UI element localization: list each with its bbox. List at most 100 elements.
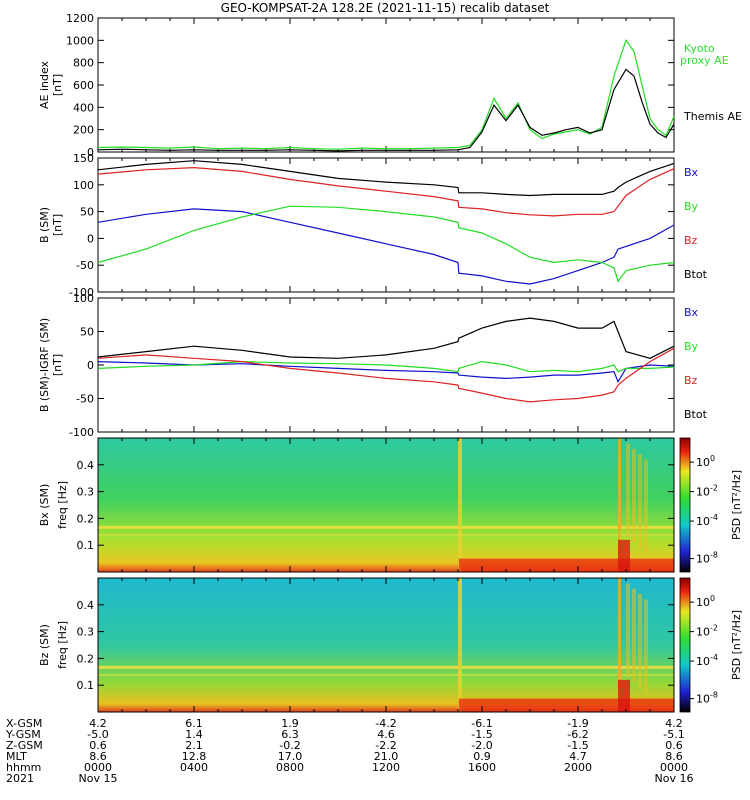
panel-bz-yunit: freq [Hz] [56,621,69,669]
series-btot [97,317,675,359]
panel-bsm-yunit: [nT] [51,214,64,236]
ephem-cell: 8.6 [89,750,107,763]
y-tick-label: 1200 [66,12,94,25]
ephem-cell: Nov 15 [79,772,118,785]
y-tick-label: 0.2 [77,652,95,665]
y-tick-label: 0.3 [77,626,95,639]
panel-ae-yticks: 0 200 400 600 800 1000 1200 [66,12,674,159]
ephem-row-label: MLT [6,750,27,763]
legend-bsm-bz: Bz [684,234,698,247]
panel-ae-yunit: [nT] [51,74,64,96]
series-bz [97,166,675,217]
legend-bsm-bx: Bx [684,166,699,179]
legend-bsm-by: By [684,200,699,213]
y-tick-label: 600 [73,79,94,92]
series-bz [97,347,675,403]
ephem-cell: 1.4 [185,728,203,741]
y-tick-label: 800 [73,57,94,70]
y-tick-label: 0.2 [77,512,95,525]
colorbar-bx-label: PSD [nT²/Hz] [730,470,743,540]
y-tick-label: 0 [87,359,94,372]
y-tick-label: 50 [80,326,94,339]
y-tick-label: 0.4 [77,599,95,612]
spec-wave [632,448,636,543]
ephem-cell: Nov 16 [655,772,694,785]
colorbar-tick-label: 10-4 [696,513,718,528]
panel-bx-spectrogram: 0.10.20.30.4 Bx (SM) freq [Hz] 10010-210… [38,437,743,573]
ephem-cell: 12.8 [182,750,207,763]
spec-band [98,665,674,669]
series-by [97,360,675,373]
spec-band [98,533,674,536]
panel-bx-yunit: freq [Hz] [56,481,69,529]
panel-bigrf-yticks: -100 -50 0 50 100 [69,292,674,439]
ephem-cell: -6.2 [567,728,588,741]
panel-ae-ylabel: AE index [38,60,51,109]
panel-bx-yticks: 0.1 0.2 0.3 0.4 [77,459,674,552]
panel-bz-yticks: 0.1 0.2 0.3 0.4 [77,599,674,692]
spec-wave [638,594,642,688]
panel-bz-xticks [97,578,675,712]
ephem-row-label: Y-GSM [5,728,41,741]
colorbar-tick-label: 10-4 [696,653,718,668]
colorbar-bx [679,437,691,573]
spec-burst [458,438,462,572]
y-tick-label: 200 [73,124,94,137]
y-tick-label: -50 [76,259,94,272]
ephemeris-table: X-GSMY-GSMZ-GSMMLThhmm20214.2-5.00.68.60… [5,717,693,785]
ephem-cell: 4.2 [89,717,107,730]
legend-bsm-btot: Btot [684,268,708,281]
series-bx [97,208,675,285]
y-tick-label: -50 [76,393,94,406]
spec-band [98,525,674,529]
spec-bx-background [98,438,674,572]
spec-wave [644,459,648,554]
colorbar-tick-label: 10-8 [696,691,718,706]
ephem-cell: -2.0 [471,739,492,752]
panel-bx-xticks [97,438,675,572]
panel-bz-ylabel: Bz (SM) [38,624,51,666]
ephem-cell: 6.3 [281,728,299,741]
series-btot [97,160,675,197]
ephem-cell: 4.6 [377,728,395,741]
panel-bz-spectrogram: 0.10.20.30.4 Bz (SM) freq [Hz] 10010-210… [38,577,743,713]
figure-title: GEO-KOMPSAT-2A 128.2E (2021-11-15) recal… [221,1,550,15]
y-tick-label: 100 [73,292,94,305]
y-tick-label: 0.1 [77,679,95,692]
ephem-cell: -2.2 [375,739,396,752]
ephem-cell: 1200 [372,761,400,774]
colorbar-bz-label: PSD [nT²/Hz] [730,610,743,680]
colorbar-tick-label: 10-2 [696,484,718,499]
ephem-cell: -1.9 [567,717,588,730]
legend-bigrf-bx: Bx [684,306,699,319]
ephem-cell: -0.2 [279,739,300,752]
panel-bsm-xticks [97,158,675,292]
ephem-cell: -1.5 [471,728,492,741]
spec-bz-features [98,578,674,712]
ephem-cell: 4.7 [569,750,587,763]
panel-b-igrf: -100 -50 0 50 100 B (SM)-IGRF (SM) [nT] Bx B… [38,292,708,439]
panel-bigrf-ylabel: B (SM)-IGRF (SM) [38,318,51,412]
y-tick-label: 400 [73,101,94,114]
legend-bigrf-by: By [684,340,699,353]
y-tick-label: 0.1 [77,539,95,552]
colorbar-tick-label: 10-2 [696,624,718,639]
ephem-cell: 6.1 [185,717,203,730]
ephem-row-label: hhmm [6,761,41,774]
spec-bx-features [98,438,674,572]
y-tick-label: -100 [69,286,94,299]
spec-burst [458,578,462,712]
spec-wave [632,588,636,683]
colorbar-bx-ticks: 100 10-2 10-4 10-8 [690,454,718,566]
spec-wave [626,443,630,538]
legend-kyoto-line2: proxy AE [680,54,729,67]
series-kyoto-proxy-ae [97,38,675,150]
panel-bigrf-xticks [97,298,675,432]
y-tick-label: 1000 [66,34,94,47]
panel-bigrf-series [97,317,675,403]
series-by [97,205,675,283]
ephem-cell: 0.6 [665,739,683,752]
y-tick-label: 100 [73,179,94,192]
ephem-cell: 0.6 [89,739,107,752]
